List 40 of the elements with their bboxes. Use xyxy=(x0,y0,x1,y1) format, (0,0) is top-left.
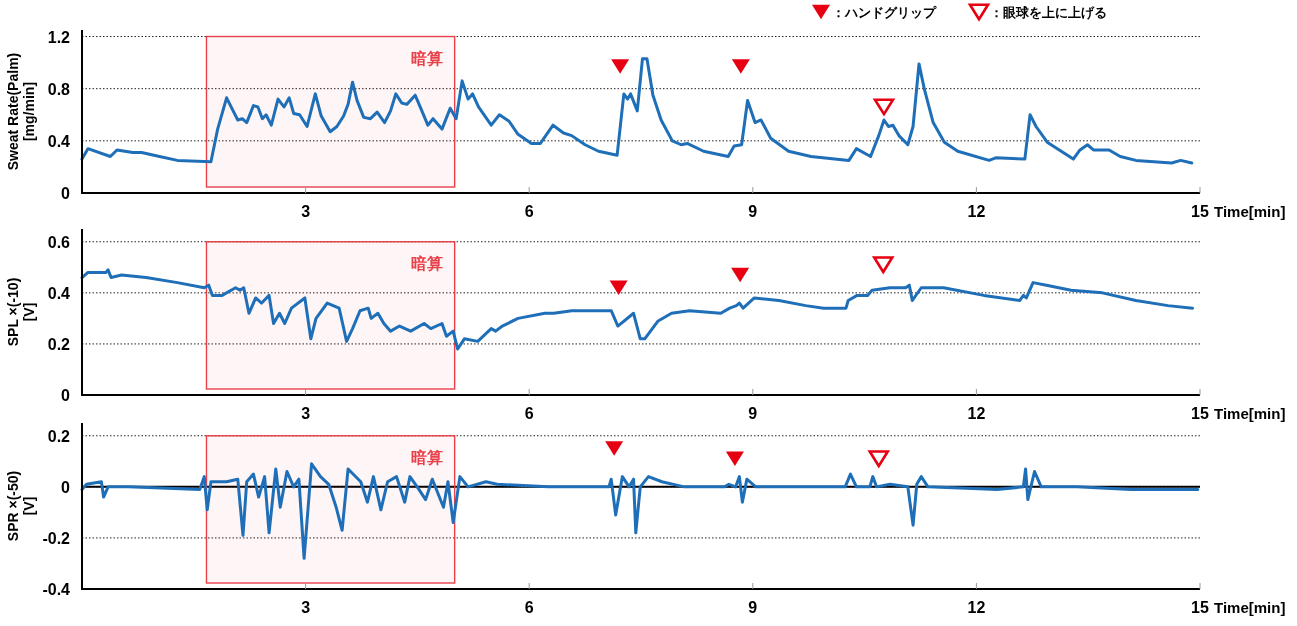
y-tick-label: -0.2 xyxy=(42,529,71,547)
y-tick-label: 0.2 xyxy=(47,427,71,445)
band-label: 暗算 xyxy=(410,448,443,466)
x-tick-label: 12 xyxy=(967,203,986,220)
x-tick-label: 3 xyxy=(301,599,311,616)
legend-item: ：ハンドグリップ xyxy=(812,4,936,20)
y-axis-title: SPL ×(-10) [V] xyxy=(5,277,37,347)
x-tick-label: 3 xyxy=(301,405,311,422)
x-axis-title: Time[min] xyxy=(1214,405,1286,422)
x-tick-label: 9 xyxy=(748,405,758,422)
x-tick-label: 12 xyxy=(967,599,986,616)
band-label: 暗算 xyxy=(410,254,443,272)
x-tick-label: 9 xyxy=(748,203,758,220)
x-tick-label: 15 xyxy=(1191,599,1209,616)
y-tick-label: 0.4 xyxy=(47,284,71,302)
x-tick-label: 9 xyxy=(748,599,758,616)
y-axis-title: SPR ×(-50) [V] xyxy=(5,470,37,542)
y-tick-label: -0.4 xyxy=(42,581,71,598)
x-tick-label: 15 xyxy=(1191,203,1209,220)
x-axis-title: Time[min] xyxy=(1214,203,1286,220)
x-tick-label: 15 xyxy=(1191,405,1209,422)
y-tick-label: 0 xyxy=(61,387,71,404)
band-label: 暗算 xyxy=(410,49,443,67)
x-tick-label: 6 xyxy=(524,405,534,422)
y-tick-label: 1.2 xyxy=(47,28,71,46)
y-axis-title: Sweat Rate(Palm) [mg/min] xyxy=(5,52,37,171)
y-tick-label: 0 xyxy=(61,478,71,496)
y-tick-label: 0.6 xyxy=(47,233,71,251)
y-tick-label: 0.8 xyxy=(47,80,71,98)
y-tick-label: 0.4 xyxy=(47,132,71,150)
y-tick-label: 0.2 xyxy=(47,335,71,353)
x-tick-label: 6 xyxy=(524,203,534,220)
y-tick-label: 0 xyxy=(61,185,71,202)
legend-item: ：眼球を上に上げる xyxy=(967,3,1107,22)
legend-label: ：ハンドグリップ xyxy=(832,5,937,20)
x-tick-label: 6 xyxy=(524,599,534,616)
x-tick-label: 3 xyxy=(301,203,311,220)
legend-label: ：眼球を上に上げる xyxy=(990,5,1107,20)
x-axis-title: Time[min] xyxy=(1214,599,1286,616)
x-tick-label: 12 xyxy=(967,405,986,422)
